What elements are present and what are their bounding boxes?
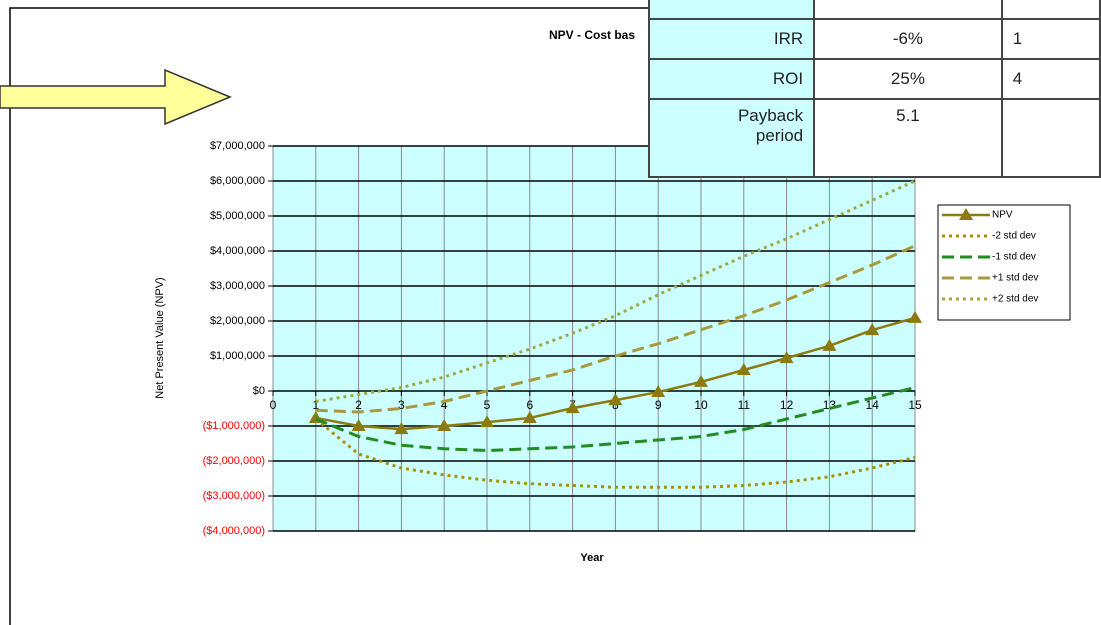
y-tick-label: ($1,000,000)	[203, 420, 265, 432]
series-marker	[651, 385, 666, 398]
legend-box	[937, 204, 1071, 321]
y-tick-label: $6,000,000	[210, 175, 265, 187]
legend-marker	[959, 208, 973, 220]
series-marker	[480, 415, 494, 428]
table-cell	[1000, 0, 1101, 20]
legend-label: +2 std dev	[992, 294, 1038, 305]
series-marker	[522, 410, 537, 423]
row-label: ROI	[647, 58, 816, 100]
table-cell: 1	[1000, 18, 1101, 60]
x-tick-label: 8	[612, 398, 619, 412]
plot-area	[272, 145, 916, 532]
plot-area-group: ($4,000,000) ($3,000,000) ($2,000,000) ($1,…	[203, 140, 922, 537]
series-marker	[865, 323, 880, 336]
x-tick-label: 3	[398, 398, 405, 412]
x-tick-label: 13	[823, 398, 837, 412]
y-tick-label: ($2,000,000)	[203, 455, 265, 467]
y-tick-label: $4,000,000	[210, 245, 265, 257]
x-tick-label: 2	[355, 398, 362, 412]
x-tick-label: 12	[780, 398, 794, 412]
x-tick-label: 14	[866, 398, 880, 412]
x-tick-label: 4	[441, 398, 448, 412]
table-header-row	[647, 0, 1101, 20]
series-marker	[908, 310, 922, 323]
series-marker	[394, 422, 409, 435]
table-cell	[647, 0, 816, 20]
series-marker	[351, 419, 366, 431]
table-row: IRR -6% 1	[647, 18, 1101, 60]
table-row: Payback period 5.1	[647, 98, 1101, 178]
y-tick-label: ($3,000,000)	[203, 490, 265, 502]
row-label: IRR	[647, 18, 816, 60]
y-tick-label: $3,000,000	[210, 280, 265, 292]
series-marker	[565, 401, 580, 414]
series-line	[315, 244, 916, 414]
table-cell: 25%	[813, 58, 1003, 100]
x-tick-label: 1	[312, 398, 319, 412]
y-tick-label: $7,000,000	[210, 140, 265, 152]
table-cell	[1000, 98, 1101, 178]
row-label: Payback period	[647, 98, 816, 178]
x-tick-label: 6	[526, 398, 533, 412]
legend-label: -2 std dev	[992, 231, 1036, 242]
series-line	[314, 417, 916, 489]
table-cell: 5.1	[813, 98, 1003, 178]
series-marker	[437, 419, 452, 431]
x-tick-label: 0	[270, 398, 277, 412]
y-tick-label: $1,000,000	[210, 350, 265, 362]
x-axis-label: Year	[580, 552, 604, 564]
legend-label: NPV	[992, 210, 1013, 221]
metrics-table: IRR -6% 1 ROI 25% 4 Payback period 5.1	[647, 0, 1101, 178]
y-tick-label: ($4,000,000)	[203, 525, 265, 537]
x-tick-label: 10	[694, 398, 708, 412]
series-marker	[822, 338, 837, 351]
x-tick-label: 9	[655, 398, 662, 412]
table-row: ROI 25% 4	[647, 58, 1101, 100]
y-tick-label: $5,000,000	[210, 210, 265, 222]
series-line	[315, 386, 916, 453]
table-cell: 4	[1000, 58, 1101, 100]
legend-label: +1 std dev	[992, 273, 1038, 284]
y-tick-label: $0	[253, 385, 265, 397]
y-axis-label: Net Present Value (NPV)	[154, 277, 166, 398]
arrow	[0, 68, 232, 126]
table-cell: -6%	[813, 18, 1003, 60]
chart-title: NPV - Cost bas	[549, 28, 635, 42]
series-marker	[694, 374, 708, 387]
y-tick-label: $2,000,000	[210, 315, 265, 327]
table-cell	[813, 0, 1003, 20]
series-marker	[608, 393, 623, 406]
series-marker	[736, 363, 751, 375]
x-tick-label: 15	[908, 398, 922, 412]
series-marker	[779, 351, 794, 364]
x-tick-label: 11	[738, 398, 751, 412]
legend-label: -1 std dev	[992, 252, 1036, 263]
x-tick-label: 5	[484, 398, 491, 412]
